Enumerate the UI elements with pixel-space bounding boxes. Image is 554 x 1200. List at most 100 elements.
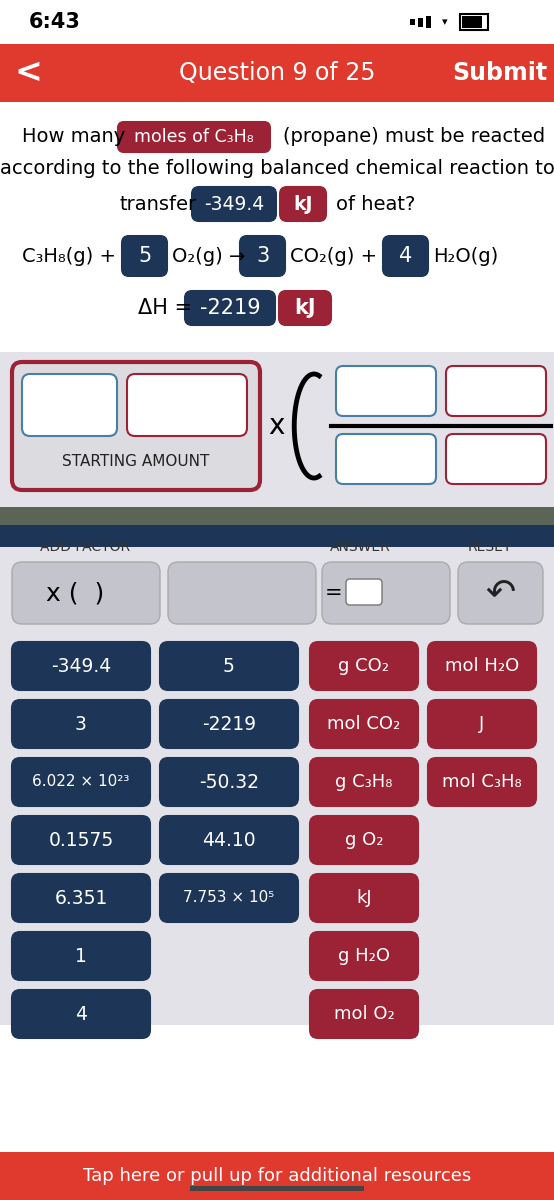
FancyBboxPatch shape — [118, 122, 270, 152]
Text: moles of C₃H₈: moles of C₃H₈ — [134, 128, 254, 146]
Text: -349.4: -349.4 — [204, 194, 264, 214]
FancyBboxPatch shape — [185, 290, 275, 325]
Text: -2219: -2219 — [202, 714, 256, 733]
Text: mol O₂: mol O₂ — [334, 1006, 394, 1022]
Text: g H₂O: g H₂O — [338, 947, 390, 965]
FancyBboxPatch shape — [458, 562, 543, 624]
Text: ADD FACTOR: ADD FACTOR — [40, 540, 130, 554]
FancyBboxPatch shape — [168, 562, 316, 624]
Text: H₂O(g): H₂O(g) — [433, 246, 498, 265]
Text: 5: 5 — [138, 246, 151, 266]
Text: 44.10: 44.10 — [202, 830, 256, 850]
Bar — [0, 526, 554, 547]
FancyBboxPatch shape — [383, 236, 428, 276]
FancyBboxPatch shape — [12, 990, 150, 1038]
FancyBboxPatch shape — [280, 187, 326, 221]
Text: J: J — [479, 715, 485, 733]
Text: (propane) must be reacted: (propane) must be reacted — [283, 127, 545, 146]
FancyBboxPatch shape — [12, 642, 150, 690]
Text: ΔH =: ΔH = — [138, 298, 192, 318]
FancyBboxPatch shape — [310, 758, 418, 806]
Text: x: x — [268, 412, 284, 440]
Text: 3: 3 — [256, 246, 269, 266]
FancyBboxPatch shape — [160, 758, 298, 806]
Text: O₂(g) →: O₂(g) → — [172, 246, 245, 265]
Text: 7.753 × 10⁵: 7.753 × 10⁵ — [183, 890, 275, 906]
Bar — [410, 19, 415, 25]
FancyBboxPatch shape — [12, 874, 150, 922]
Text: STARTING AMOUNT: STARTING AMOUNT — [62, 455, 209, 469]
FancyBboxPatch shape — [446, 434, 546, 484]
Text: mol C₃H₈: mol C₃H₈ — [442, 773, 522, 791]
FancyBboxPatch shape — [12, 562, 160, 624]
Text: 6:43: 6:43 — [29, 12, 81, 32]
FancyBboxPatch shape — [192, 187, 276, 221]
Text: kJ: kJ — [293, 194, 313, 214]
Text: g CO₂: g CO₂ — [338, 658, 389, 674]
Text: Submit: Submit — [453, 61, 547, 85]
Text: g C₃H₈: g C₃H₈ — [335, 773, 393, 791]
Text: kJ: kJ — [356, 889, 372, 907]
FancyBboxPatch shape — [336, 366, 436, 416]
Text: of heat?: of heat? — [336, 194, 416, 214]
FancyBboxPatch shape — [160, 874, 298, 922]
FancyBboxPatch shape — [22, 374, 117, 436]
Bar — [190, 1186, 364, 1190]
FancyBboxPatch shape — [310, 932, 418, 980]
Text: -349.4: -349.4 — [51, 656, 111, 676]
Text: 4: 4 — [399, 246, 412, 266]
Text: transfer: transfer — [120, 194, 197, 214]
Text: 0.1575: 0.1575 — [48, 830, 114, 850]
FancyBboxPatch shape — [279, 290, 331, 325]
FancyBboxPatch shape — [428, 642, 536, 690]
Text: mol CO₂: mol CO₂ — [327, 715, 401, 733]
FancyBboxPatch shape — [310, 816, 418, 864]
FancyBboxPatch shape — [322, 562, 450, 624]
Text: RESET: RESET — [468, 540, 512, 554]
Bar — [418, 18, 423, 26]
FancyBboxPatch shape — [12, 758, 150, 806]
Text: ↶: ↶ — [485, 576, 515, 610]
Text: CO₂(g) +: CO₂(g) + — [290, 246, 377, 265]
FancyBboxPatch shape — [127, 374, 247, 436]
FancyBboxPatch shape — [160, 642, 298, 690]
Bar — [0, 44, 554, 102]
Text: ANSWER: ANSWER — [330, 540, 391, 554]
FancyBboxPatch shape — [160, 700, 298, 748]
Text: 6.022 × 10²³: 6.022 × 10²³ — [32, 774, 130, 790]
FancyBboxPatch shape — [160, 816, 298, 864]
Text: 6.351: 6.351 — [54, 888, 107, 907]
Text: -2219: -2219 — [199, 298, 260, 318]
Text: x (  ): x ( ) — [46, 581, 104, 605]
Text: mol H₂O: mol H₂O — [445, 658, 519, 674]
Text: C₃H₈(g) +: C₃H₈(g) + — [22, 246, 116, 265]
FancyBboxPatch shape — [12, 700, 150, 748]
Text: kJ: kJ — [294, 298, 316, 318]
FancyBboxPatch shape — [446, 366, 546, 416]
FancyBboxPatch shape — [310, 700, 418, 748]
Text: <: < — [14, 56, 42, 90]
FancyBboxPatch shape — [310, 874, 418, 922]
Text: -50.32: -50.32 — [199, 773, 259, 792]
FancyBboxPatch shape — [346, 578, 382, 605]
Text: g O₂: g O₂ — [345, 830, 383, 850]
Text: according to the following balanced chemical reaction to: according to the following balanced chem… — [0, 160, 554, 179]
FancyBboxPatch shape — [428, 700, 536, 748]
Text: 4: 4 — [75, 1004, 87, 1024]
Bar — [0, 1152, 554, 1200]
FancyBboxPatch shape — [12, 362, 260, 490]
FancyBboxPatch shape — [240, 236, 285, 276]
FancyBboxPatch shape — [336, 434, 436, 484]
Bar — [462, 16, 482, 28]
Text: 3: 3 — [75, 714, 87, 733]
FancyBboxPatch shape — [12, 816, 150, 864]
Bar — [0, 0, 554, 44]
Bar — [0, 102, 554, 432]
Text: ▾: ▾ — [442, 17, 448, 26]
Text: 1: 1 — [75, 947, 87, 966]
FancyBboxPatch shape — [310, 642, 418, 690]
Text: Tap here or pull up for additional resources: Tap here or pull up for additional resou… — [83, 1166, 471, 1186]
Bar — [0, 526, 554, 1025]
Bar — [0, 506, 554, 526]
FancyBboxPatch shape — [310, 990, 418, 1038]
